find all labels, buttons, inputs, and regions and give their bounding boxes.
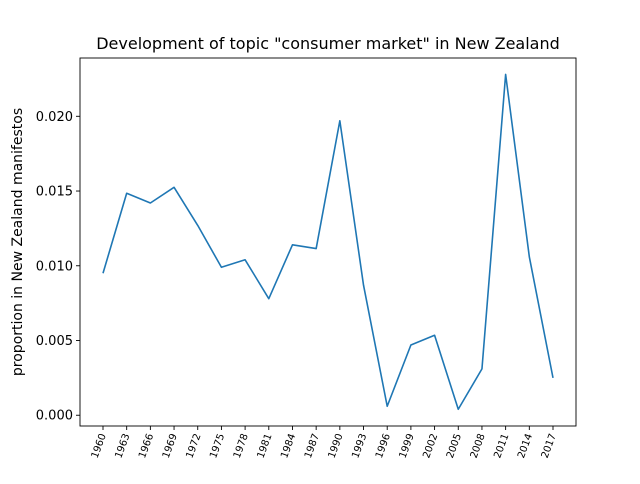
data-point-1978 (244, 259, 246, 261)
data-point-1975 (221, 266, 223, 268)
data-point-2002 (434, 334, 436, 336)
data-point-1993 (363, 284, 365, 286)
series-line-0 (102, 73, 554, 411)
data-point-1963 (126, 192, 128, 194)
data-point-1960 (102, 272, 104, 274)
data-point-2008 (481, 368, 483, 370)
data-point-1987 (315, 248, 317, 250)
data-point-2014 (529, 256, 531, 258)
data-point-2017 (552, 377, 554, 379)
data-point-1972 (197, 225, 199, 227)
y-tick-label: 0.015 (36, 185, 73, 200)
y-tick-label: 0.020 (36, 110, 73, 125)
data-point-1990 (339, 120, 341, 122)
chart-title: Development of topic "consumer market" i… (96, 34, 560, 53)
data-point-1996 (386, 405, 388, 407)
data-point-1999 (410, 344, 412, 346)
y-tick-label: 0.000 (36, 409, 73, 424)
data-point-2005 (457, 408, 459, 410)
data-point-1984 (292, 244, 294, 246)
data-point-1966 (150, 202, 152, 204)
y-tick-label: 0.005 (36, 334, 73, 349)
y-tick-label: 0.010 (36, 259, 73, 274)
data-point-1969 (173, 186, 175, 188)
data-point-2011 (505, 74, 507, 76)
data-point-1981 (268, 298, 270, 300)
y-axis-label: proportion in New Zealand manifestos (10, 108, 26, 376)
axes-frame (79, 57, 577, 427)
